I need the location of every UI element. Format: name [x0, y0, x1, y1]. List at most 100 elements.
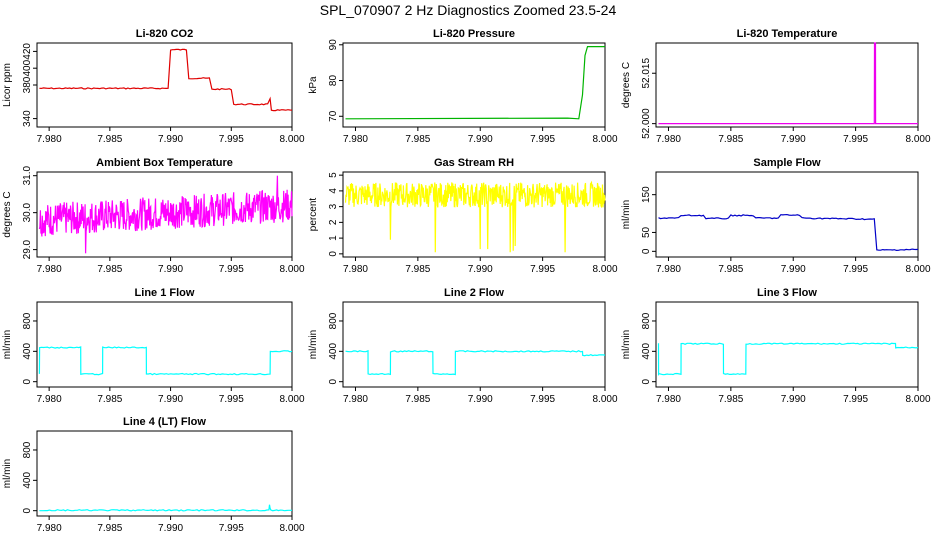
x-tick-label: 7.980: [37, 523, 62, 534]
x-tick-label: 7.980: [37, 394, 62, 405]
y-tick-label: 90: [328, 39, 339, 51]
y-tick-label: 1: [328, 235, 339, 241]
x-tick-label: 7.995: [530, 394, 555, 405]
series-line: [38, 346, 293, 376]
y-axis-label: ml/min: [621, 200, 632, 229]
plot-frame: [655, 42, 919, 128]
y-tick-label: 5: [328, 172, 339, 178]
series-line: [657, 342, 919, 376]
series-line: [658, 42, 918, 125]
y-tick-label: 400: [22, 343, 33, 360]
x-tick-label: 7.995: [219, 394, 244, 405]
x-tick-label: 7.990: [468, 134, 493, 145]
x-tick-label: 7.980: [343, 134, 368, 145]
x-tick-label: 7.995: [219, 264, 244, 275]
panel-title: Sample Flow: [753, 157, 821, 169]
x-tick-label: 7.985: [97, 264, 122, 275]
series-line: [344, 180, 606, 253]
y-tick-label: 3: [328, 203, 339, 209]
plot-frame: [36, 301, 293, 388]
x-tick-label: 7.985: [97, 394, 122, 405]
x-tick-label: 7.980: [343, 264, 368, 275]
plot-frame: [655, 171, 919, 258]
x-tick-label: 7.995: [530, 134, 555, 145]
y-tick-label: 400: [22, 472, 33, 489]
panel-4: Ambient Box Temperature 7.980 7.985 7.990 7.…: [2, 157, 305, 275]
x-tick-label: 7.980: [343, 394, 368, 405]
series-line: [658, 213, 919, 252]
x-tick-label: 7.985: [718, 394, 743, 405]
x-tick-label: 7.985: [718, 264, 743, 275]
x-tick-label: 7.990: [158, 394, 183, 405]
x-tick-label: 8.000: [279, 523, 304, 534]
panel-title: Ambient Box Temperature: [96, 157, 233, 169]
x-tick-label: 7.990: [781, 134, 806, 145]
x-tick-label: 7.990: [468, 394, 493, 405]
panel-title: Line 3 Flow: [757, 287, 817, 299]
series-line: [345, 46, 605, 120]
panel-2: Li-820 Pressure 7.980 7.985 7.990 7.995 8.000…: [308, 28, 618, 145]
y-tick-label: 29.0: [22, 239, 33, 259]
x-tick-label: 7.985: [405, 394, 430, 405]
plot-frame: [36, 430, 293, 517]
panel-10: Line 4 (LT) Flow 7.980 7.985 7.990 7.995 8.00…: [2, 416, 305, 534]
y-tick-label: 52.000: [641, 108, 652, 139]
x-tick-label: 7.985: [718, 134, 743, 145]
x-tick-label: 8.000: [592, 134, 617, 145]
y-tick-label: 400: [641, 343, 652, 360]
y-tick-label: 420: [22, 43, 33, 60]
y-tick-label: 0: [328, 378, 339, 384]
x-tick-label: 7.990: [468, 264, 493, 275]
y-tick-label: 2: [328, 219, 339, 225]
panel-title: Li-820 Pressure: [433, 28, 515, 40]
y-tick-label: 0: [641, 378, 652, 384]
panel-5: Gas Stream RH 7.980 7.985 7.990 7.995 8.000 0 1…: [308, 157, 618, 275]
panel-7: Line 1 Flow 7.980 7.985 7.990 7.995 8.000 0 400…: [2, 287, 305, 405]
x-tick-label: 8.000: [905, 134, 930, 145]
x-tick-label: 7.990: [158, 134, 183, 145]
y-axis-label: percent: [308, 198, 319, 232]
plot-frame: [342, 42, 606, 128]
x-tick-label: 8.000: [592, 264, 617, 275]
panel-title: Gas Stream RH: [434, 157, 514, 169]
x-tick-label: 7.980: [37, 264, 62, 275]
x-tick-label: 7.990: [158, 523, 183, 534]
x-tick-label: 7.995: [843, 134, 868, 145]
y-tick-label: 800: [641, 312, 652, 329]
y-tick-label: 50: [641, 226, 652, 238]
plot-frame: [342, 301, 606, 388]
y-axis-label: ml/min: [2, 459, 13, 488]
x-tick-label: 7.980: [37, 134, 62, 145]
panel-1: Li-820 CO2 7.980 7.985 7.990 7.995 8.000 340 38…: [2, 28, 305, 145]
x-tick-label: 7.990: [781, 264, 806, 275]
y-tick-label: 380: [22, 76, 33, 93]
y-tick-label: 340: [22, 110, 33, 127]
y-tick-label: 0: [22, 507, 33, 513]
panel-title: Line 2 Flow: [444, 287, 504, 299]
x-tick-label: 7.995: [530, 264, 555, 275]
plot-frame: [655, 301, 919, 388]
panel-3: Li-820 Temperature 7.980 7.985 7.990 7.995 8.…: [621, 28, 931, 145]
x-tick-label: 8.000: [592, 394, 617, 405]
x-tick-label: 7.985: [97, 134, 122, 145]
y-axis-label: ml/min: [621, 330, 632, 359]
x-tick-label: 8.000: [279, 394, 304, 405]
y-axis-label: ml/min: [308, 330, 319, 359]
x-tick-label: 7.995: [843, 264, 868, 275]
y-tick-label: 800: [22, 441, 33, 458]
y-tick-label: 70: [328, 110, 339, 122]
y-tick-label: 800: [328, 312, 339, 329]
y-axis-label: Licor ppm: [2, 63, 13, 107]
panel-6: Sample Flow 7.980 7.985 7.990 7.995 8.000 0 50 1…: [621, 157, 931, 275]
y-tick-label: 31.0: [22, 166, 33, 186]
series-line: [38, 175, 293, 254]
x-tick-label: 7.990: [158, 264, 183, 275]
y-tick-label: 30.0: [22, 202, 33, 222]
y-tick-label: 400: [328, 343, 339, 360]
x-tick-label: 7.995: [219, 523, 244, 534]
series-line: [345, 349, 606, 376]
x-tick-label: 8.000: [905, 264, 930, 275]
series-line: [39, 48, 293, 112]
x-tick-label: 7.980: [656, 134, 681, 145]
